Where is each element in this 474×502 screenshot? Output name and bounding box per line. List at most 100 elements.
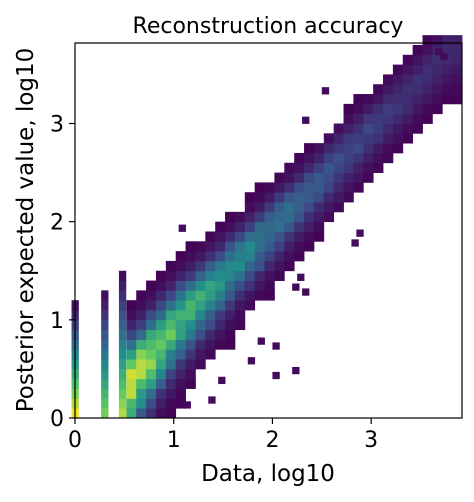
- heatmap-cell: [422, 44, 433, 56]
- heatmap-cell: [205, 241, 216, 252]
- heatmap-cell: [356, 229, 364, 237]
- heatmap-cell: [333, 182, 344, 193]
- heatmap-cell: [304, 221, 315, 232]
- heatmap-cell: [294, 231, 305, 242]
- heatmap-cell: [452, 44, 463, 56]
- heatmap-cell: [264, 221, 275, 232]
- heatmap-cell: [234, 211, 246, 223]
- heatmap-cell: [146, 398, 157, 409]
- y-axis-label: Posterior expected value, log10: [13, 48, 39, 413]
- heatmap-cell: [402, 123, 414, 134]
- heatmap-cell: [294, 152, 305, 164]
- heatmap-cell: [215, 280, 226, 291]
- heatmap-cell: [155, 329, 167, 340]
- heatmap-cell: [136, 319, 147, 331]
- heatmap-cell: [215, 241, 226, 252]
- x-axis: 0 1 2 3: [68, 418, 378, 453]
- heatmap-cell: [126, 339, 137, 350]
- heatmap-cell: [264, 280, 275, 291]
- heatmap-cell: [254, 290, 265, 301]
- heatmap-cell: [392, 74, 404, 85]
- heatmap-cell: [165, 260, 177, 272]
- heatmap-cell: [294, 162, 305, 173]
- heatmap-cell: [195, 300, 206, 311]
- heatmap-cell: [353, 94, 364, 105]
- heatmap-cell: [363, 172, 374, 183]
- heatmap-cell: [254, 260, 265, 272]
- heatmap-cell: [136, 398, 147, 409]
- heatmap-cell: [175, 290, 186, 301]
- heatmap-cell: [363, 162, 374, 173]
- heatmap-cell: [313, 221, 325, 232]
- heatmap-cell: [274, 241, 285, 252]
- heatmap-cell: [136, 408, 147, 419]
- heatmap-cell: [126, 359, 137, 370]
- heatmap-cell: [363, 152, 374, 164]
- heatmap-cell: [274, 270, 285, 281]
- heatmap-cell: [225, 310, 236, 321]
- heatmap-cell: [175, 251, 186, 262]
- heatmap-cell: [225, 221, 236, 232]
- heatmap-cell: [272, 342, 280, 350]
- heatmap-cell: [215, 290, 226, 301]
- heatmap-cell: [195, 251, 206, 262]
- heatmap-cell: [165, 270, 177, 281]
- heatmap-cell: [442, 35, 453, 46]
- heatmap-cell: [155, 270, 167, 281]
- heatmap-cell: [205, 231, 216, 242]
- heatmap-cell: [244, 221, 256, 232]
- heatmap-cell: [234, 270, 246, 281]
- heatmap-cell: [313, 231, 325, 242]
- heatmap-cell: [402, 133, 414, 144]
- heatmap-cell: [101, 300, 109, 311]
- heatmap-cell: [274, 251, 285, 262]
- heatmap-cell: [175, 260, 186, 272]
- heatmap-cell: [215, 260, 226, 272]
- heatmap-cell: [351, 239, 359, 247]
- heatmap-cell: [294, 172, 305, 183]
- heatmap-cell: [175, 388, 186, 399]
- heatmap-cell: [422, 74, 433, 85]
- heatmap-cell: [292, 366, 300, 375]
- heatmap-cell: [284, 251, 295, 262]
- heatmap-cell: [244, 280, 256, 291]
- heatmap-cell: [234, 280, 246, 291]
- heatmap-cell: [284, 202, 295, 213]
- heatmap-cell: [225, 319, 236, 331]
- heatmap-cell: [313, 143, 325, 154]
- heatmap-cell: [205, 339, 216, 350]
- heatmap-cell: [244, 231, 256, 242]
- heatmap-cell: [215, 310, 226, 321]
- heatmap-cell: [442, 64, 453, 75]
- heatmap-cell: [118, 270, 127, 281]
- heatmap-cell: [353, 172, 364, 183]
- heatmap-cell: [205, 280, 216, 291]
- plot-frame: [74, 42, 463, 419]
- heatmap-cell: [101, 408, 109, 419]
- heatmap-cell: [302, 116, 310, 124]
- heatmap-cell: [323, 162, 335, 173]
- heatmap-cell: [175, 368, 186, 380]
- heatmap-cell: [274, 192, 285, 203]
- heatmap-cell: [452, 84, 463, 95]
- heatmap-cell: [353, 182, 364, 193]
- plot-area: [71, 35, 463, 419]
- heatmap-cell: [383, 84, 394, 95]
- heatmap-cell: [442, 84, 453, 95]
- heatmap-cell: [343, 162, 354, 173]
- heatmap-cell: [304, 172, 315, 183]
- heatmap-cell: [304, 162, 315, 173]
- heatmap-cell: [244, 241, 256, 252]
- heatmap-cell: [155, 280, 167, 291]
- y-tick-label: 2: [50, 211, 64, 236]
- heatmap-cell: [165, 388, 177, 399]
- heatmap-cell: [126, 408, 137, 419]
- heatmap-cell: [185, 378, 196, 389]
- heatmap-cell: [412, 44, 423, 56]
- heatmap-cell: [333, 172, 344, 183]
- heatmap-cell: [452, 94, 463, 105]
- heatmap-cell: [146, 388, 157, 399]
- heatmap-cell: [165, 349, 177, 360]
- heatmap-cell: [136, 349, 147, 360]
- heatmap-cell: [146, 280, 157, 291]
